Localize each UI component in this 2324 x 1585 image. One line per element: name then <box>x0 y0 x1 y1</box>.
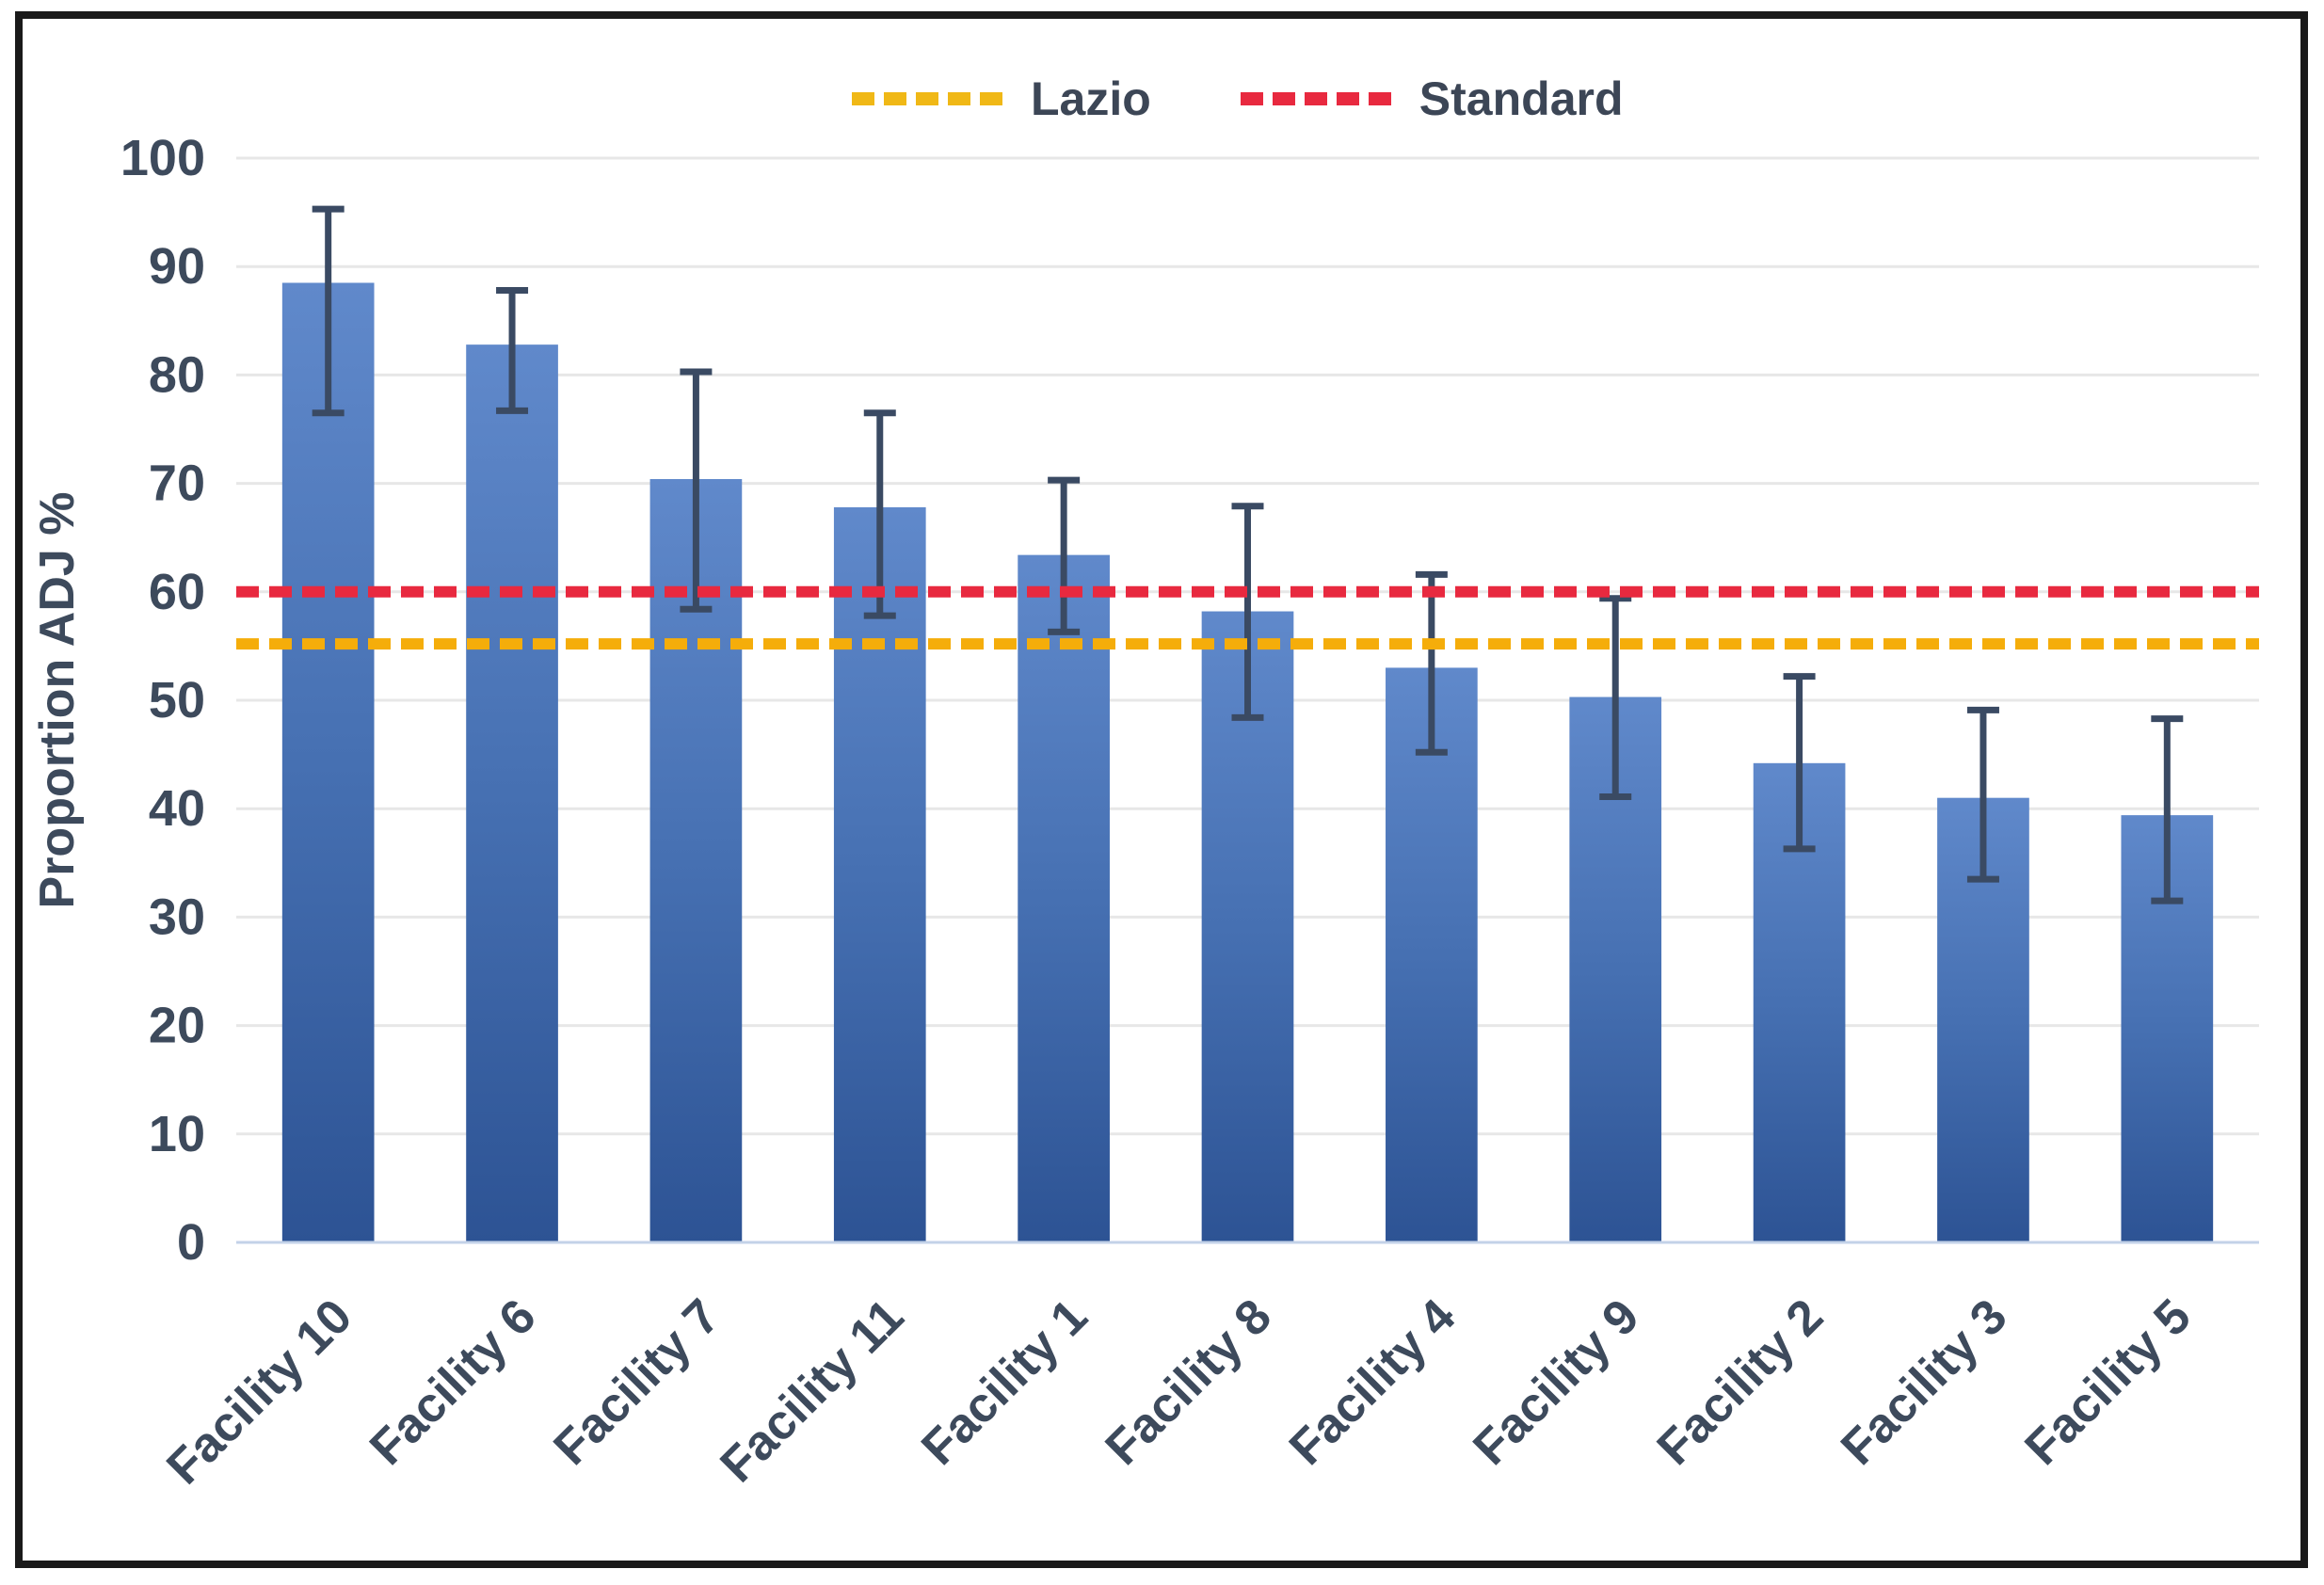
bar-facility-11 <box>833 506 926 1242</box>
y-tick-label-20: 20 <box>149 998 205 1054</box>
y-axis-title: Proportion ADJ % <box>30 492 85 909</box>
bar-facility-6 <box>466 344 558 1242</box>
y-tick-label-100: 100 <box>120 130 205 186</box>
figure-border <box>15 11 2308 1568</box>
y-tick-label-60: 60 <box>149 564 205 620</box>
y-tick-label-40: 40 <box>149 780 205 837</box>
x-label-facility-4: Facility 4 <box>1279 1289 1466 1475</box>
legend-label-standard: Standard <box>1418 72 1624 125</box>
x-label-facility-6: Facility 6 <box>360 1289 546 1475</box>
legend-label-lazio: Lazio <box>1031 72 1151 125</box>
legend: Lazio Standard <box>852 72 1624 126</box>
x-label-facility-10: Facility 10 <box>156 1289 362 1495</box>
x-label-facility-11: Facility 11 <box>710 1289 914 1493</box>
x-label-facility-3: Facility 3 <box>1831 1289 2017 1475</box>
x-label-facility-2: Facility 2 <box>1647 1289 1834 1475</box>
x-label-facility-1: Facility 1 <box>911 1289 1098 1475</box>
bar-facility-1 <box>1018 554 1110 1242</box>
legend-item-standard: Standard <box>1240 72 1624 126</box>
x-label-facility-9: Facility 9 <box>1463 1289 1649 1475</box>
standard-dashed-line-swatch <box>1240 92 1399 105</box>
lazio-dashed-line-swatch <box>852 92 1010 105</box>
y-tick-label-90: 90 <box>149 238 205 295</box>
legend-item-lazio: Lazio <box>852 72 1151 126</box>
y-tick-label-0: 0 <box>177 1214 205 1271</box>
y-tick-label-70: 70 <box>149 456 205 512</box>
bar-facility-4 <box>1386 667 1478 1242</box>
y-tick-label-30: 30 <box>149 889 205 945</box>
bar-facility-10 <box>281 282 375 1243</box>
y-tick-label-50: 50 <box>149 672 205 728</box>
y-tick-label-10: 10 <box>149 1106 205 1162</box>
x-label-facility-7: Facility 7 <box>544 1289 730 1475</box>
x-label-facility-8: Facility 8 <box>1096 1289 1282 1475</box>
y-tick-label-80: 80 <box>149 346 205 403</box>
x-label-facility-5: Facility 5 <box>2014 1289 2201 1475</box>
